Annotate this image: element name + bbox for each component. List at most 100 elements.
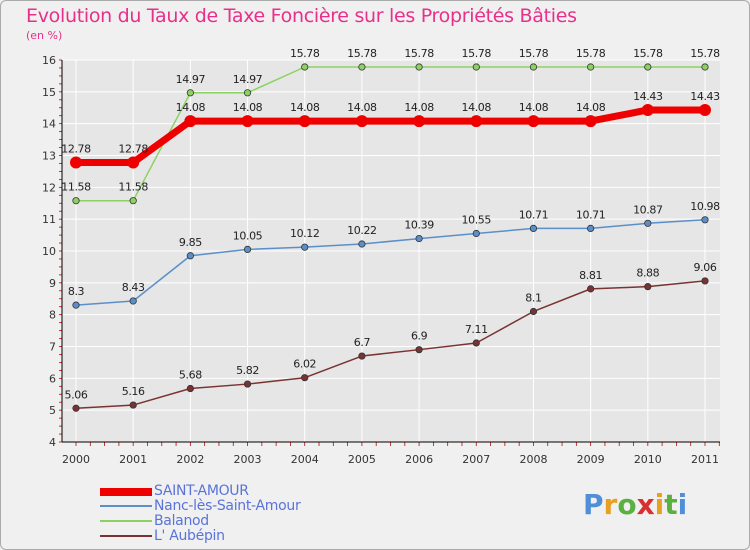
data-point bbox=[527, 115, 540, 128]
data-label: 14.08 bbox=[462, 101, 492, 114]
data-label: 6.9 bbox=[411, 330, 428, 343]
x-tick-label: 2001 bbox=[119, 453, 147, 466]
y-tick-label: 9 bbox=[49, 277, 56, 290]
legend-item-saint-amour: SAINT-AMOUR bbox=[100, 483, 400, 499]
x-tick-label: 2003 bbox=[234, 453, 262, 466]
x-tick-label: 2004 bbox=[291, 453, 319, 466]
y-tick-label: 11 bbox=[42, 213, 56, 226]
x-tick-label: 2008 bbox=[519, 453, 547, 466]
brand-letter: o bbox=[617, 488, 637, 521]
x-tick-label: 2007 bbox=[462, 453, 490, 466]
y-tick-label: 6 bbox=[49, 372, 56, 385]
data-point bbox=[529, 307, 538, 316]
data-label: 6.02 bbox=[293, 358, 316, 371]
data-point bbox=[301, 374, 309, 382]
data-point bbox=[644, 63, 652, 71]
legend-swatch bbox=[100, 488, 152, 496]
data-label: 15.78 bbox=[347, 47, 377, 60]
data-point bbox=[186, 252, 194, 260]
brand-letter: t bbox=[664, 488, 678, 521]
data-label: 7.11 bbox=[465, 323, 488, 336]
brand-letter: P bbox=[583, 488, 604, 521]
data-label: 12.78 bbox=[118, 143, 148, 156]
data-point bbox=[243, 380, 252, 388]
data-point bbox=[644, 219, 652, 227]
data-label: 15.78 bbox=[576, 47, 606, 60]
x-tick-label: 2010 bbox=[634, 453, 662, 466]
series-line bbox=[75, 219, 706, 306]
x-tick-label: 2002 bbox=[176, 453, 204, 466]
legend-label: SAINT-AMOUR bbox=[154, 483, 249, 499]
data-label: 15.78 bbox=[462, 47, 492, 60]
y-tick-label: 10 bbox=[42, 245, 56, 258]
series-line bbox=[76, 106, 705, 167]
data-point bbox=[301, 63, 309, 71]
chart-legend: SAINT-AMOUR Nanc-lès-Saint-Amour Balanod… bbox=[100, 483, 400, 544]
data-label: 8.88 bbox=[636, 267, 659, 280]
data-point bbox=[701, 216, 709, 224]
data-label: 5.82 bbox=[236, 364, 259, 377]
data-label: 10.71 bbox=[519, 208, 549, 221]
data-label: 15.78 bbox=[519, 47, 549, 60]
data-point bbox=[415, 63, 423, 71]
data-label: 12.78 bbox=[61, 143, 91, 156]
legend-swatch bbox=[100, 505, 152, 507]
y-tick-label: 8 bbox=[49, 309, 56, 322]
data-label: 9.06 bbox=[694, 261, 717, 274]
y-tick-label: 16 bbox=[42, 54, 56, 67]
data-point bbox=[529, 63, 538, 71]
data-label: 10.22 bbox=[347, 224, 377, 237]
series-line bbox=[76, 66, 705, 202]
data-point bbox=[701, 63, 709, 71]
data-label: 5.06 bbox=[65, 388, 88, 401]
data-label: 8.3 bbox=[68, 285, 85, 298]
data-label: 15.78 bbox=[404, 47, 434, 60]
legend-swatch bbox=[100, 535, 152, 537]
data-label: 14.08 bbox=[176, 101, 206, 114]
data-point bbox=[243, 89, 252, 97]
brand-letter: i bbox=[677, 488, 688, 521]
chart-unit-label: (en %) bbox=[26, 29, 63, 42]
data-point bbox=[644, 283, 652, 291]
data-label: 14.97 bbox=[233, 73, 263, 86]
data-label: 14.43 bbox=[690, 90, 720, 103]
data-label: 15.78 bbox=[633, 47, 663, 60]
data-point bbox=[129, 197, 137, 205]
data-label: 10.71 bbox=[576, 208, 606, 221]
x-tick-label: 2009 bbox=[577, 453, 605, 466]
data-point bbox=[358, 352, 366, 360]
x-tick-label: 2006 bbox=[405, 453, 433, 466]
legend-label: L' Aubépin bbox=[154, 528, 225, 544]
data-point bbox=[472, 63, 480, 71]
data-point bbox=[241, 115, 254, 128]
brand-letter: i bbox=[654, 488, 665, 521]
data-point bbox=[701, 277, 709, 285]
data-label: 14.08 bbox=[233, 101, 263, 114]
y-tick-label: 13 bbox=[42, 150, 56, 163]
legend-item-nanc-les-saint-amour: Nanc-lès-Saint-Amour bbox=[100, 498, 400, 514]
data-point bbox=[699, 103, 711, 116]
data-point bbox=[358, 240, 366, 248]
data-label: 14.08 bbox=[347, 101, 377, 114]
data-point bbox=[127, 156, 140, 169]
data-point bbox=[129, 401, 137, 409]
data-label: 14.08 bbox=[404, 101, 434, 114]
data-label: 6.7 bbox=[354, 336, 371, 349]
data-point bbox=[186, 89, 194, 97]
data-point bbox=[70, 156, 82, 169]
data-label: 9.85 bbox=[179, 236, 202, 249]
data-label: 8.43 bbox=[122, 281, 145, 294]
data-label: 10.12 bbox=[290, 227, 320, 240]
data-point bbox=[72, 404, 80, 412]
data-label: 14.08 bbox=[290, 101, 320, 114]
data-point bbox=[243, 245, 252, 254]
y-tick-label: 7 bbox=[49, 341, 56, 354]
series-line bbox=[75, 280, 706, 410]
y-tick-label: 5 bbox=[49, 404, 56, 417]
data-label: 8.1 bbox=[525, 291, 541, 304]
data-point bbox=[301, 243, 309, 251]
data-point bbox=[358, 63, 366, 71]
data-label: 8.81 bbox=[579, 269, 602, 282]
data-point bbox=[184, 115, 197, 128]
